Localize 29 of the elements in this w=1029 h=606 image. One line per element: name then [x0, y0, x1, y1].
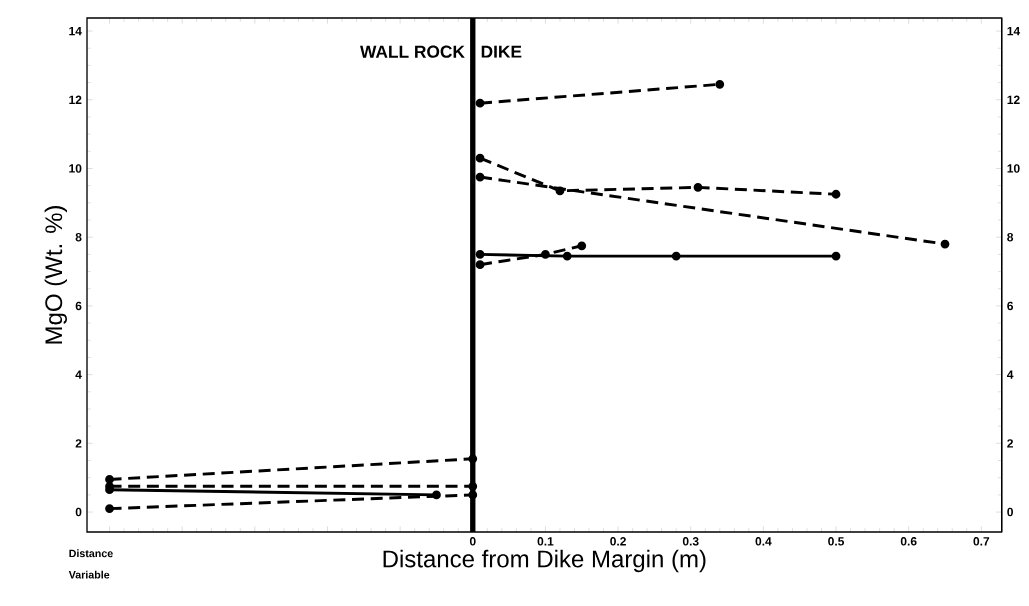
y-tick-label: 6 [75, 301, 82, 311]
y2-tick-label: 14 [1007, 26, 1021, 36]
x-tick-label: 0.1 [537, 537, 554, 546]
x-tick-label: 0.2 [610, 537, 626, 546]
y2-tick-label: 4 [1006, 370, 1014, 379]
x-axis-title: Distance from Dike Margin (m) [383, 549, 706, 573]
y2-tick-label: 0 [1007, 507, 1013, 517]
x-tick-label: 0.3 [682, 537, 699, 546]
x-tick-label: 0.5 [828, 537, 845, 546]
y-tick-label: 2 [75, 439, 82, 448]
y-tick-label: 0 [75, 507, 82, 517]
y2-tick-label: 2 [1007, 439, 1013, 448]
y2-tick-label: 12 [1007, 95, 1020, 104]
x-tick-label: 0.7 [973, 537, 990, 546]
x-tick-label: 0.4 [755, 537, 772, 546]
y-tick-label: 10 [69, 164, 82, 173]
annotation: WALL ROCK [360, 45, 465, 58]
y-tick-label: 4 [75, 370, 82, 379]
y2-tick-label: 6 [1007, 301, 1014, 311]
y-tick-label: 12 [69, 95, 82, 104]
y-tick-label: 14 [69, 26, 82, 36]
x-tick-label: 0.6 [900, 537, 917, 546]
x-tick-label: 0 [469, 537, 476, 546]
y-tick-label: 8 [75, 232, 82, 242]
y-axis-title: MgO (Wt. %) [44, 206, 67, 344]
y2-tick-label: 10 [1007, 164, 1020, 173]
text: Distance Variable [68, 549, 113, 579]
y2-tick-label: 8 [1007, 232, 1014, 242]
annotation: DIKE [481, 45, 522, 58]
